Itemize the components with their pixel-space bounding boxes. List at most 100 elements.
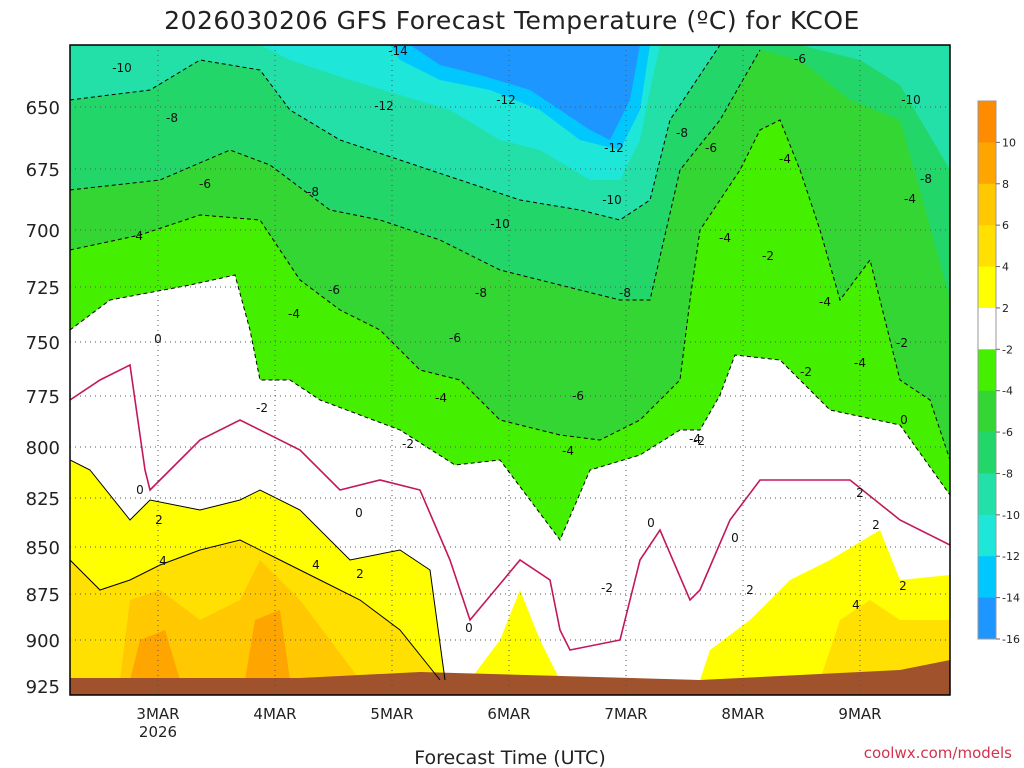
contour-label: 0 [900, 413, 908, 427]
contour-label: -8 [475, 286, 487, 300]
colorbar-label: 10 [1002, 136, 1016, 149]
terrain [70, 660, 950, 695]
contour-label: 2 [856, 486, 864, 500]
contour-label: 0 [355, 506, 363, 520]
contour-label: 4 [312, 558, 320, 572]
contour-label: -4 [719, 231, 731, 245]
contour-label: -4 [562, 444, 574, 458]
contour-plus2 [70, 459, 446, 681]
y-tick-875: 875 [26, 585, 60, 606]
colorbar-swatch [978, 266, 996, 309]
colorbar-swatch [978, 432, 996, 474]
colorbar-swatch [978, 473, 996, 516]
colorbar-label: -16 [1002, 633, 1020, 646]
colorbar-swatch [978, 349, 996, 392]
colorbar-swatch [978, 597, 996, 640]
contour-label: -2 [896, 336, 908, 350]
contour-minus2 [70, 274, 950, 541]
y-tick-725: 725 [26, 278, 60, 299]
colorbar-label: 8 [1002, 178, 1009, 191]
contour-label: -12 [374, 99, 394, 113]
credit-text: coolwx.com/models [864, 744, 1012, 762]
x-tick-4mar: 4MAR [253, 705, 296, 723]
contour-label: 0 [465, 621, 473, 635]
contour-label: -4 [779, 152, 791, 166]
x-tick-year: 2026 [139, 723, 177, 741]
y-tick-675: 675 [26, 160, 60, 181]
contour-label: -8 [619, 286, 631, 300]
colorbar-frame [977, 100, 997, 640]
y-tick-775: 775 [26, 387, 60, 408]
colorbar-swatch [978, 142, 996, 185]
contour-label: -6 [572, 389, 584, 403]
band-plus8to10b [245, 610, 290, 680]
x-tick-7mar: 7MAR [604, 705, 647, 723]
colorbar-label: -8 [1002, 467, 1013, 480]
y-tick-850: 850 [26, 538, 60, 559]
band-plus6to8 [120, 560, 360, 680]
contour-label: -14 [388, 44, 408, 58]
contour-label: -6 [328, 283, 340, 297]
contour-label: -4 [854, 356, 866, 370]
y-tick-900: 900 [26, 631, 60, 652]
band-plus2to4-mid [470, 590, 560, 680]
x-tick-6mar: 6MAR [487, 705, 530, 723]
contour-label: -6 [449, 331, 461, 345]
contour-minus6 [70, 49, 761, 301]
contour-label: -6 [199, 177, 211, 191]
colorbar-label: 2 [1002, 302, 1009, 315]
contour-label: 2 [356, 567, 364, 581]
contour-minus8 [70, 45, 721, 221]
colorbar-label: -12 [1002, 550, 1020, 563]
contour-label: -12 [496, 93, 516, 107]
chart-title: 2026030206 GFS Forecast Temperature (ºC)… [164, 6, 860, 35]
y-tick-925: 925 [26, 677, 60, 698]
contour-label: -6 [794, 52, 806, 66]
plot-area: -14 -12 -12 -12 -10 -10 -10 -10 -8 -8 -8 -8 -8 -8 -6 -6… [70, 44, 964, 695]
y-tick-650: 650 [26, 98, 60, 119]
contour-label: 0 [136, 483, 144, 497]
colorbar-label: -2 [1002, 343, 1013, 356]
colorbar-swatch [978, 390, 996, 433]
x-tick-9mar: 9MAR [838, 705, 881, 723]
contour-label: -2 [601, 581, 613, 595]
contour-label: 4 [159, 554, 167, 568]
contour-label: -8 [166, 111, 178, 125]
contour-label: -8 [676, 126, 688, 140]
colorbar-label: -14 [1002, 592, 1020, 605]
contour-label: -4 [689, 432, 701, 446]
x-tick-8mar: 8MAR [721, 705, 764, 723]
contour-label: 0 [731, 531, 739, 545]
colorbar-swatch [978, 556, 996, 599]
y-tick-750: 750 [26, 333, 60, 354]
y-tick-700: 700 [26, 221, 60, 242]
colorbar-swatch [978, 225, 996, 268]
contour-label: -6 [705, 141, 717, 155]
colorbar-swatch [978, 307, 996, 350]
contour-minus4 [70, 119, 950, 461]
x-tick-5mar: 5MAR [370, 705, 413, 723]
colorbar-label: 6 [1002, 219, 1009, 232]
colorbar-label: 4 [1002, 261, 1009, 274]
colorbar-swatch [978, 514, 996, 557]
contour-label: 4 [852, 598, 860, 612]
contour-label: -2 [800, 365, 812, 379]
contour-label: -4 [288, 307, 300, 321]
contour-label: -10 [602, 193, 622, 207]
contour-label: 0 [647, 516, 655, 530]
contour-label: -10 [490, 217, 510, 231]
colorbar-label: -10 [1002, 509, 1020, 522]
contour-label: -10 [901, 93, 921, 107]
x-tick-3mar: 3MAR [136, 705, 179, 723]
contour-label: 2 [872, 518, 880, 532]
contour-label: -4 [904, 192, 916, 206]
contour-label: -12 [604, 141, 624, 155]
band-minus14 [410, 45, 640, 140]
grid [70, 45, 950, 695]
contour-label: 4 [956, 669, 964, 683]
y-tick-800: 800 [26, 438, 60, 459]
colorbar-label: -6 [1002, 426, 1013, 439]
colorbar-swatch [978, 101, 996, 143]
colorbar-swatch [978, 183, 996, 226]
